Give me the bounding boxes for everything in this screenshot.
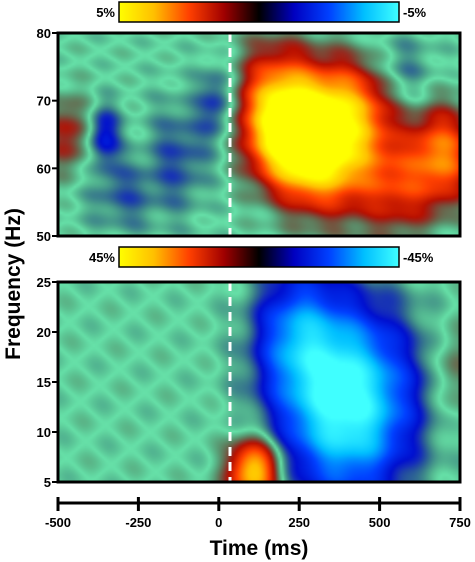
- top-colorbar-left-label: 5%: [96, 5, 115, 20]
- bottom-colorbar: 45% -45%: [89, 246, 434, 268]
- top-colorbar: 5% -5%: [96, 1, 427, 23]
- x-ticks: -500 -250 0 250 500 750: [45, 497, 471, 530]
- bottom-heatmap-image: [58, 282, 460, 482]
- x-axis-title: Time (ms): [210, 537, 309, 560]
- top-panel: 50 60 70 80: [37, 26, 462, 244]
- top-colorbar-gradient: [118, 1, 400, 23]
- top-colorbar-right-label: -5%: [403, 5, 427, 20]
- y-tick-label: 80: [37, 26, 51, 41]
- top-y-ticks: 50 60 70 80: [37, 26, 58, 244]
- top-panel-frame: [56, 31, 462, 238]
- y-tick-label: 70: [37, 94, 51, 109]
- top-heatmap-image: [58, 33, 460, 236]
- x-axis: -500 -250 0 250 500 750: [45, 497, 471, 530]
- bottom-colorbar-left-label: 45%: [89, 250, 115, 265]
- x-tick-label: -500: [45, 515, 71, 530]
- bottom-panel: 5 10 15 20 25: [37, 275, 462, 490]
- y-tick-label: 50: [37, 229, 51, 244]
- bottom-colorbar-right-label: -45%: [403, 250, 434, 265]
- y-tick-label: 60: [37, 161, 51, 176]
- y-tick-label: 10: [37, 425, 51, 440]
- y-tick-label: 20: [37, 325, 51, 340]
- y-tick-label: 15: [37, 375, 51, 390]
- x-tick-label: 500: [369, 515, 391, 530]
- x-tick-label: -250: [125, 515, 151, 530]
- bottom-colorbar-gradient: [118, 246, 400, 268]
- y-axis-title: Frequency (Hz): [2, 208, 25, 360]
- bottom-y-ticks: 5 10 15 20 25: [37, 275, 58, 490]
- x-tick-label: 750: [449, 515, 471, 530]
- y-tick-label: 5: [44, 475, 51, 490]
- x-tick-label: 250: [288, 515, 310, 530]
- y-tick-label: 25: [37, 275, 51, 290]
- x-tick-label: 0: [215, 515, 222, 530]
